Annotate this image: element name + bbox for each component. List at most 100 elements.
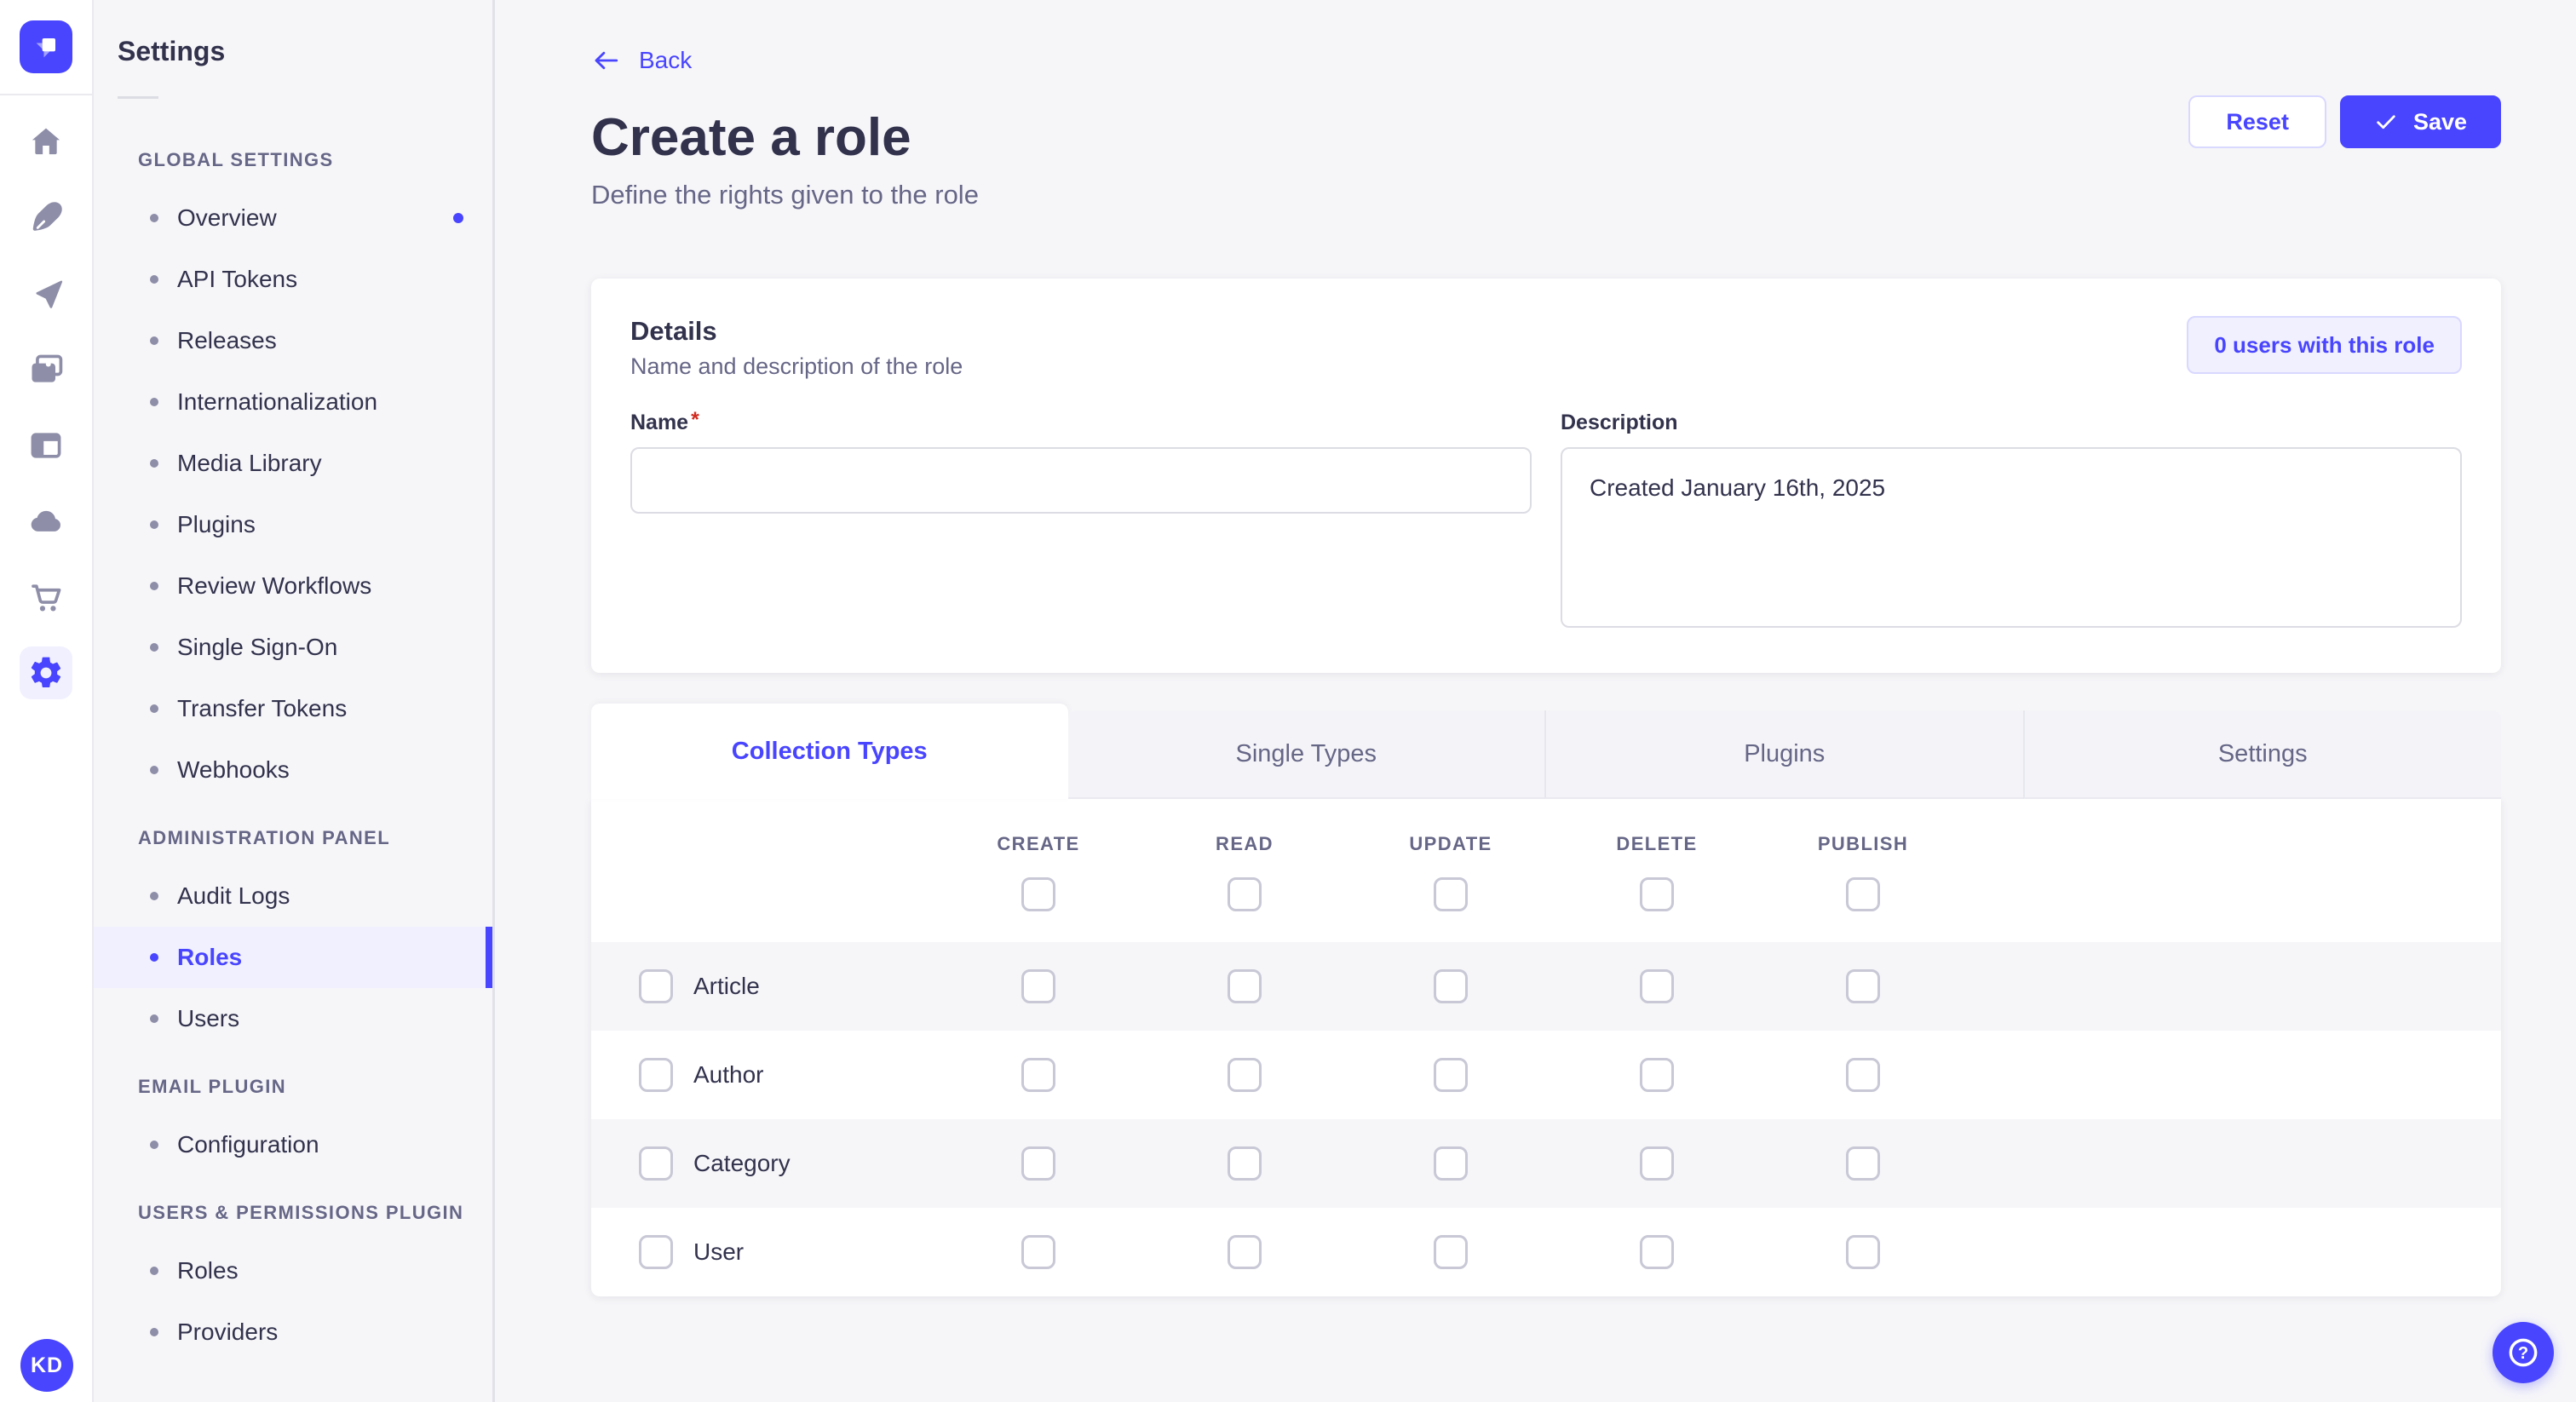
permission-checkbox-read[interactable] bbox=[1228, 1058, 1262, 1092]
rail-cloud-button[interactable] bbox=[20, 495, 72, 548]
sidebar-item-roles-up[interactable]: Roles bbox=[94, 1240, 492, 1301]
sidebar-item-users[interactable]: Users bbox=[94, 988, 492, 1049]
rail-settings-button[interactable] bbox=[20, 646, 72, 699]
save-button[interactable]: Save bbox=[2339, 95, 2501, 148]
svg-text:?: ? bbox=[2518, 1344, 2528, 1363]
rail-media-button[interactable] bbox=[20, 343, 72, 396]
sidebar-item-api-tokens[interactable]: API Tokens bbox=[94, 249, 492, 310]
header-actions: Reset Save bbox=[2188, 95, 2501, 148]
sidebar-item-label: Users bbox=[177, 1005, 240, 1031]
permission-checkbox-publish[interactable] bbox=[1846, 1146, 1880, 1181]
bullet-icon bbox=[150, 892, 158, 900]
rail-builder-button[interactable] bbox=[20, 419, 72, 472]
section-header-global-settings: GLOBAL SETTINGS bbox=[138, 149, 334, 170]
rail-marketplace-button[interactable] bbox=[20, 571, 72, 623]
bullet-icon bbox=[150, 1328, 158, 1336]
strapi-logo-icon[interactable] bbox=[20, 20, 72, 73]
row-select-checkbox[interactable] bbox=[639, 1058, 673, 1092]
select-all-delete-checkbox[interactable] bbox=[1640, 877, 1674, 911]
bullet-icon bbox=[150, 643, 158, 652]
sidebar-item-review-workflows[interactable]: Review Workflows bbox=[94, 555, 492, 617]
name-input[interactable] bbox=[630, 447, 1532, 514]
section-header-users-permissions-plugin: USERS & PERMISSIONS PLUGIN bbox=[138, 1202, 464, 1223]
sidebar-item-configuration[interactable]: Configuration bbox=[94, 1114, 492, 1175]
content-type-name: Article bbox=[693, 973, 760, 999]
bullet-icon bbox=[150, 582, 158, 590]
name-label: Name * bbox=[630, 408, 699, 434]
gear-icon bbox=[31, 657, 61, 688]
permission-checkbox-read[interactable] bbox=[1228, 1235, 1262, 1269]
sidebar-item-releases[interactable]: Releases bbox=[94, 310, 492, 371]
sidebar-item-media-library[interactable]: Media Library bbox=[94, 433, 492, 494]
sidebar-item-overview[interactable]: Overview bbox=[94, 187, 492, 249]
tab-collection-types[interactable]: Collection Types bbox=[591, 704, 1068, 799]
permission-checkbox-delete[interactable] bbox=[1640, 1058, 1674, 1092]
sidebar-item-single-sign-on[interactable]: Single Sign-On bbox=[94, 617, 492, 678]
table-row-user: User bbox=[591, 1208, 2501, 1296]
users-with-role-button[interactable]: 0 users with this role bbox=[2187, 316, 2462, 374]
section-header-administration-panel: ADMINISTRATION PANEL bbox=[138, 827, 391, 848]
bullet-icon bbox=[150, 398, 158, 406]
description-textarea[interactable]: Created January 16th, 2025 bbox=[1561, 447, 2462, 628]
permission-checkbox-create[interactable] bbox=[1021, 1058, 1055, 1092]
permission-checkbox-delete[interactable] bbox=[1640, 1146, 1674, 1181]
reset-button[interactable]: Reset bbox=[2188, 95, 2326, 148]
sidebar-item-providers[interactable]: Providers bbox=[94, 1301, 492, 1363]
section-header-email-plugin: EMAIL PLUGIN bbox=[138, 1076, 287, 1097]
select-all-create-checkbox[interactable] bbox=[1021, 877, 1055, 911]
permission-checkbox-read[interactable] bbox=[1228, 1146, 1262, 1181]
tab-plugins[interactable]: Plugins bbox=[1544, 710, 2023, 799]
cart-icon bbox=[32, 584, 61, 612]
strapi-logo-glyph bbox=[36, 38, 55, 58]
permission-checkbox-update[interactable] bbox=[1434, 1058, 1468, 1092]
permission-checkbox-update[interactable] bbox=[1434, 1235, 1468, 1269]
sidebar-item-label: Media Library bbox=[177, 450, 322, 476]
sidebar-item-audit-logs[interactable]: Audit Logs bbox=[94, 865, 492, 927]
row-select-checkbox[interactable] bbox=[639, 1146, 673, 1181]
permission-checkbox-publish[interactable] bbox=[1846, 1235, 1880, 1269]
permission-checkbox-update[interactable] bbox=[1434, 969, 1468, 1003]
sidebar-item-roles-admin[interactable]: Roles bbox=[94, 927, 492, 988]
permission-checkbox-delete[interactable] bbox=[1640, 969, 1674, 1003]
permission-checkbox-create[interactable] bbox=[1021, 1146, 1055, 1181]
sidebar-item-internationalization[interactable]: Internationalization bbox=[94, 371, 492, 433]
sidebar-item-transfer-tokens[interactable]: Transfer Tokens bbox=[94, 678, 492, 739]
sidebar-item-webhooks[interactable]: Webhooks bbox=[94, 739, 492, 801]
bullet-icon bbox=[150, 459, 158, 468]
permission-checkbox-create[interactable] bbox=[1021, 969, 1055, 1003]
header-checkbox-row bbox=[591, 877, 2501, 911]
rail-content-button[interactable] bbox=[20, 192, 72, 244]
select-all-update-checkbox[interactable] bbox=[1434, 877, 1468, 911]
tab-settings[interactable]: Settings bbox=[2022, 710, 2501, 799]
bullet-icon bbox=[150, 275, 158, 284]
permissions-tabs: Collection Types Single Types Plugins Se… bbox=[591, 704, 2501, 799]
permission-checkbox-delete[interactable] bbox=[1640, 1235, 1674, 1269]
permission-checkbox-publish[interactable] bbox=[1846, 969, 1880, 1003]
back-link[interactable]: Back bbox=[591, 46, 692, 75]
user-avatar[interactable]: KD bbox=[20, 1339, 73, 1392]
rail-nav bbox=[20, 116, 72, 699]
sidebar-title: Settings bbox=[118, 36, 226, 66]
permission-checkbox-publish[interactable] bbox=[1846, 1058, 1880, 1092]
sidebar-item-plugins[interactable]: Plugins bbox=[94, 494, 492, 555]
permission-checkbox-read[interactable] bbox=[1228, 969, 1262, 1003]
row-select-checkbox[interactable] bbox=[639, 1235, 673, 1269]
column-header-update: UPDATE bbox=[1409, 833, 1492, 854]
rail-deploy-button[interactable] bbox=[20, 267, 72, 320]
logo-section bbox=[0, 0, 92, 95]
row-select-checkbox[interactable] bbox=[639, 969, 673, 1003]
permission-checkbox-update[interactable] bbox=[1434, 1146, 1468, 1181]
sidebar-item-label: Internationalization bbox=[177, 388, 378, 415]
permission-checkbox-create[interactable] bbox=[1021, 1235, 1055, 1269]
rail-home-button[interactable] bbox=[20, 116, 72, 169]
help-button[interactable]: ? bbox=[2493, 1322, 2554, 1383]
notification-dot-icon bbox=[453, 213, 463, 223]
details-card-head: Details Name and description of the role… bbox=[630, 316, 2462, 380]
sidebar-item-label: Plugins bbox=[177, 511, 256, 537]
table-row-author: Author bbox=[591, 1031, 2501, 1119]
bullet-icon bbox=[150, 1141, 158, 1149]
bullet-icon bbox=[150, 704, 158, 713]
tab-single-types[interactable]: Single Types bbox=[1067, 710, 1544, 799]
select-all-publish-checkbox[interactable] bbox=[1846, 877, 1880, 911]
select-all-read-checkbox[interactable] bbox=[1228, 877, 1262, 911]
